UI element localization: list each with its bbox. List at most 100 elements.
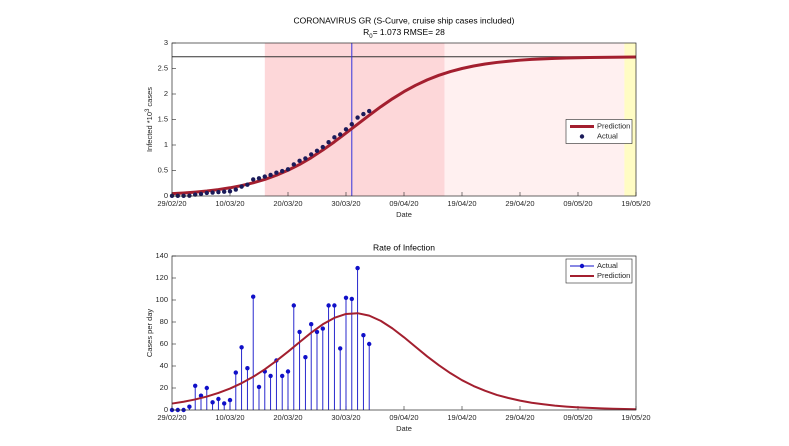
legend-label: Prediction xyxy=(597,121,630,130)
stem-marker xyxy=(251,294,256,299)
x-tick-label: 20/03/20 xyxy=(273,413,302,422)
legend-marker xyxy=(579,263,585,269)
data-point xyxy=(198,191,204,197)
stem-marker xyxy=(361,333,366,338)
stem-marker xyxy=(291,303,296,308)
x-tick-label: 29/02/20 xyxy=(157,199,186,208)
data-point xyxy=(338,132,343,137)
data-point xyxy=(233,187,238,192)
x-axis-label: Date xyxy=(396,210,412,219)
data-point xyxy=(343,127,349,132)
stem-marker xyxy=(239,345,244,350)
chart-title: Rate of Infection xyxy=(373,242,435,252)
data-point xyxy=(216,189,221,195)
y-tick-label: 0 xyxy=(164,405,168,414)
stem-marker xyxy=(303,355,308,360)
data-point xyxy=(314,148,320,154)
subtitle-part: R xyxy=(363,27,369,37)
y-label-part: Infected *10 xyxy=(145,112,154,152)
data-point xyxy=(303,156,308,161)
stem-marker xyxy=(216,396,221,402)
subtitle-part: = 1.073 RMSE= 28 xyxy=(373,27,446,37)
x-tick-label: 30/03/20 xyxy=(331,199,360,208)
data-point xyxy=(280,168,285,174)
x-tick-label: 09/04/20 xyxy=(389,199,418,208)
y-tick-label: 20 xyxy=(160,383,168,392)
stem-marker xyxy=(367,341,372,347)
stem-marker xyxy=(285,369,291,374)
stem-marker xyxy=(245,366,250,371)
stem-marker xyxy=(227,397,233,403)
chart-title: CORONAVIRUS GR (S-Curve, cruise ship cas… xyxy=(294,15,515,25)
stem-marker xyxy=(280,373,285,379)
data-point xyxy=(367,108,372,114)
data-point xyxy=(268,172,273,178)
x-tick-label: 29/04/20 xyxy=(505,413,534,422)
x-tick-label: 10/03/20 xyxy=(215,413,244,422)
stem-marker xyxy=(193,383,198,388)
x-tick-label: 19/04/20 xyxy=(447,413,476,422)
shaded-region xyxy=(264,43,445,196)
y-tick-label: 3 xyxy=(164,38,168,47)
stem-marker xyxy=(355,265,360,271)
data-point xyxy=(320,144,325,150)
data-point xyxy=(245,182,250,187)
data-point xyxy=(256,176,262,181)
plot-area xyxy=(172,256,636,410)
data-point xyxy=(274,170,279,175)
data-point xyxy=(285,167,291,172)
stem-marker xyxy=(320,326,325,331)
data-point xyxy=(204,190,209,196)
axes-frame xyxy=(171,42,637,197)
data-point xyxy=(297,158,302,164)
stem-marker xyxy=(210,400,215,405)
data-point xyxy=(332,135,337,140)
y-tick-label: 0.5 xyxy=(158,165,168,174)
stem-marker xyxy=(349,296,354,302)
y-tick-label: 100 xyxy=(155,295,168,304)
y-tick-label: 0 xyxy=(164,191,168,200)
data-point xyxy=(210,190,215,195)
data-point xyxy=(326,139,331,145)
data-point xyxy=(291,162,296,167)
x-tick-label: 30/03/20 xyxy=(331,413,360,422)
data-point xyxy=(349,121,354,127)
stem-marker xyxy=(233,370,238,375)
legend-box xyxy=(565,119,633,144)
chart-subtitle: R0= 1.073 RMSE= 28 xyxy=(363,27,445,39)
stem-marker xyxy=(332,303,337,308)
y-axis-label: Infected *103 cases xyxy=(145,87,154,152)
data-point xyxy=(251,177,256,182)
stem-marker xyxy=(222,401,227,406)
data-point xyxy=(309,152,314,157)
y-tick-label: 140 xyxy=(155,251,168,260)
y-tick-label: 80 xyxy=(160,317,168,326)
legend-label: Prediction xyxy=(597,271,630,280)
legend-marker xyxy=(579,134,585,139)
x-tick-label: 20/03/20 xyxy=(273,199,302,208)
x-axis-label: Date xyxy=(396,424,412,433)
stem-marker xyxy=(297,329,302,335)
data-point xyxy=(227,189,233,194)
x-tick-label: 19/04/20 xyxy=(447,199,476,208)
stem-marker xyxy=(338,346,343,351)
stem-marker xyxy=(187,404,192,409)
legend-label: Actual xyxy=(597,261,618,270)
y-tick-label: 60 xyxy=(160,339,168,348)
y-label-part: cases xyxy=(145,87,154,109)
x-tick-label: 09/05/20 xyxy=(563,413,592,422)
stem-marker xyxy=(343,295,349,300)
data-point xyxy=(262,174,267,179)
y-axis-label: Cases per day xyxy=(145,309,154,358)
x-tick-label: 19/05/20 xyxy=(621,199,650,208)
x-tick-label: 29/04/20 xyxy=(505,199,534,208)
data-point xyxy=(222,189,227,194)
data-point xyxy=(361,111,366,117)
stem-marker xyxy=(256,384,262,390)
prediction-line xyxy=(171,312,637,411)
y-tick-label: 1 xyxy=(164,140,168,149)
x-tick-label: 09/04/20 xyxy=(389,413,418,422)
x-tick-label: 09/05/20 xyxy=(563,199,592,208)
